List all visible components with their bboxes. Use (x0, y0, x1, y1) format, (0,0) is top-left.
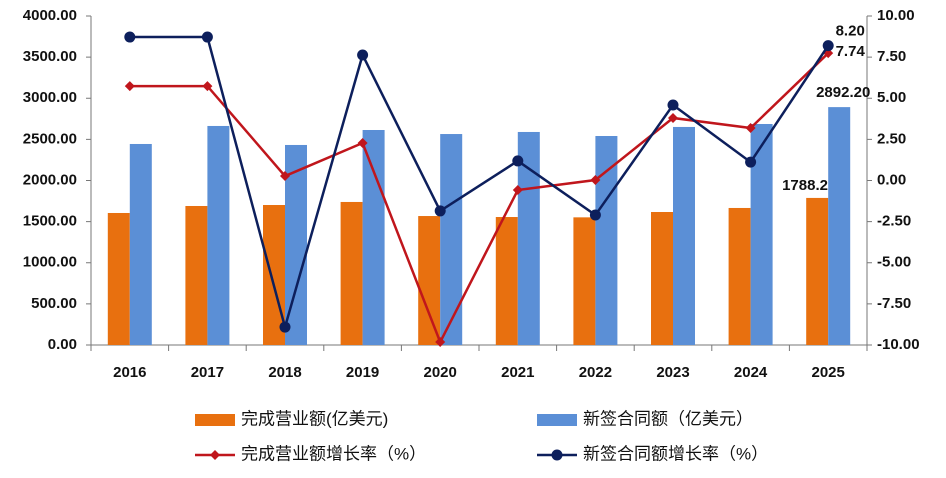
marker (124, 81, 135, 92)
y-tick-label: 3500.00 (23, 48, 77, 65)
x-tick-label: 2021 (501, 364, 534, 381)
bar (107, 212, 130, 345)
x-tick-label: 2022 (579, 364, 612, 381)
bar (595, 136, 618, 345)
data-label: 8.20 (836, 23, 865, 40)
bar (573, 217, 596, 345)
data-label: 1788.20 (782, 177, 836, 194)
marker (434, 205, 446, 217)
y2-tick-label: 0.00 (877, 171, 906, 188)
bar (651, 212, 673, 345)
data-label: 2892.20 (816, 84, 870, 101)
marker (201, 31, 213, 43)
marker (589, 209, 601, 221)
bar (362, 129, 385, 345)
legend-marker (551, 449, 563, 461)
y-tick-label: 0.00 (48, 336, 77, 353)
y2-tick-label: -10.00 (877, 336, 920, 353)
bar (750, 123, 773, 345)
legend-label: 完成营业额增长率（%） (241, 444, 426, 463)
bar (673, 126, 695, 345)
marker (512, 155, 524, 167)
line (129, 52, 830, 346)
y2-tick-label: 7.50 (877, 48, 906, 65)
marker (357, 137, 368, 148)
legend-swatch (537, 414, 577, 426)
bar (828, 107, 851, 345)
y-tick-label: 2500.00 (23, 130, 77, 147)
marker (435, 337, 446, 348)
legend-label: 完成营业额(亿美元) (241, 409, 388, 428)
y-tick-label: 1500.00 (23, 213, 77, 230)
x-tick-label: 2018 (268, 364, 301, 381)
legend-swatch (195, 414, 235, 426)
marker (124, 31, 136, 43)
y2-tick-label: 5.00 (877, 89, 906, 106)
marker (357, 49, 369, 61)
y-tick-label: 3000.00 (23, 89, 77, 106)
y-tick-label: 1000.00 (23, 254, 77, 271)
marker (512, 185, 523, 196)
bar (728, 207, 751, 345)
bar (285, 144, 307, 345)
bar (806, 197, 829, 345)
y2-tick-label: -2.50 (877, 213, 911, 230)
x-tick-label: 2019 (346, 364, 379, 381)
data-label: 7.74 (836, 43, 866, 60)
y2-tick-label: -5.00 (877, 254, 911, 271)
y2-tick-label: -7.50 (877, 295, 911, 312)
bar (517, 131, 540, 345)
marker (745, 156, 757, 168)
x-tick-label: 2025 (812, 364, 845, 381)
marker (279, 321, 291, 333)
x-tick-label: 2020 (424, 364, 457, 381)
marker (822, 40, 834, 52)
y-tick-label: 2000.00 (23, 171, 77, 188)
marker (280, 171, 290, 182)
marker (590, 175, 601, 186)
bar (418, 216, 441, 345)
x-tick-label: 2016 (113, 364, 146, 381)
bar (207, 125, 230, 345)
y2-tick-label: 2.50 (877, 130, 906, 147)
legend-marker (210, 450, 220, 460)
bar (440, 134, 463, 345)
bar (185, 205, 208, 345)
bar (495, 217, 518, 345)
x-tick-label: 2017 (191, 364, 224, 381)
legend-label: 新签合同额增长率（%） (583, 444, 768, 463)
line (129, 35, 830, 332)
y-tick-label: 4000.00 (23, 7, 77, 24)
y2-tick-label: 10.00 (877, 7, 915, 24)
x-tick-label: 2023 (656, 364, 689, 381)
marker (668, 112, 678, 123)
x-tick-label: 2024 (734, 364, 768, 381)
legend-label: 新签合同额（亿美元） (583, 409, 753, 428)
marker (745, 123, 756, 134)
bar (129, 143, 152, 345)
y-tick-label: 500.00 (31, 295, 77, 312)
marker (667, 99, 679, 111)
bar (340, 201, 363, 345)
marker (202, 81, 213, 92)
